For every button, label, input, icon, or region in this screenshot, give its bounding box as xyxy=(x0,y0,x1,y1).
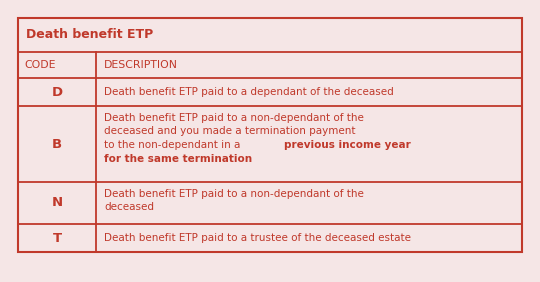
Text: Death benefit ETP paid to a non-dependant of the: Death benefit ETP paid to a non-dependan… xyxy=(104,113,364,123)
Text: CODE: CODE xyxy=(24,60,56,70)
Text: to the non-dependant in a: to the non-dependant in a xyxy=(104,140,244,150)
Text: B: B xyxy=(52,138,62,151)
Text: D: D xyxy=(51,85,63,98)
Text: N: N xyxy=(51,197,63,210)
Text: Death benefit ETP paid to a trustee of the deceased estate: Death benefit ETP paid to a trustee of t… xyxy=(104,233,411,243)
Text: Death benefit ETP: Death benefit ETP xyxy=(26,28,153,41)
Text: for the same termination: for the same termination xyxy=(104,153,252,164)
Text: previous income year: previous income year xyxy=(284,140,411,150)
Text: deceased: deceased xyxy=(104,202,154,213)
Bar xyxy=(18,18,522,252)
Text: Death benefit ETP paid to a non-dependant of the: Death benefit ETP paid to a non-dependan… xyxy=(104,189,364,199)
Text: deceased and you made a termination payment: deceased and you made a termination paym… xyxy=(104,127,355,136)
Text: T: T xyxy=(52,232,62,244)
Text: Death benefit ETP paid to a dependant of the deceased: Death benefit ETP paid to a dependant of… xyxy=(104,87,394,97)
Text: DESCRIPTION: DESCRIPTION xyxy=(104,60,178,70)
